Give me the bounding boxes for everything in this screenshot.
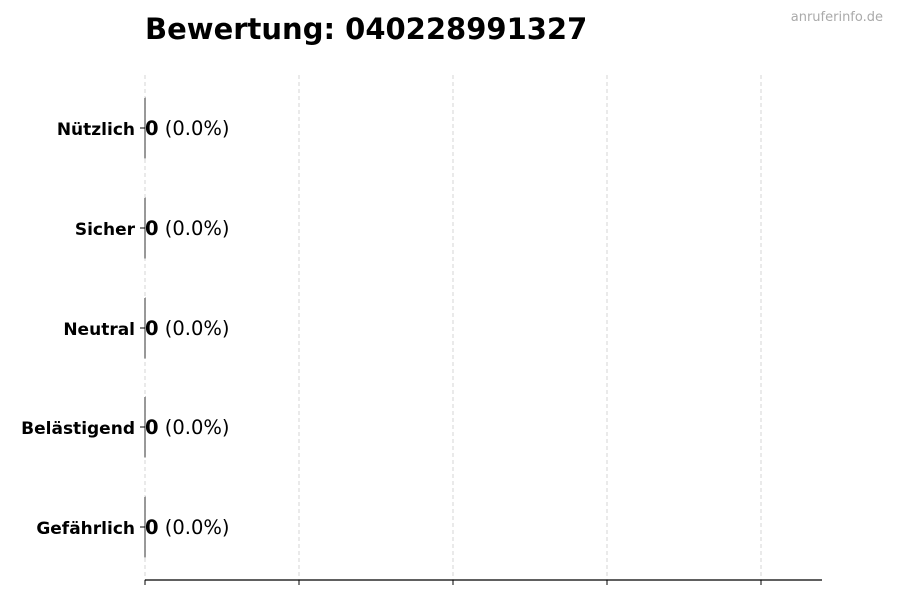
category-label: Sicher: [75, 220, 136, 240]
data-label: 0 (0.0%): [145, 117, 230, 140]
data-label: 0 (0.0%): [145, 416, 230, 439]
category-label: Belästigend: [21, 419, 135, 439]
category-label: Nützlich: [57, 120, 135, 140]
data-label: 0 (0.0%): [145, 317, 230, 340]
value-text: 0: [145, 117, 159, 140]
value-text: 0: [145, 516, 159, 539]
chart-title: Bewertung: 040228991327: [145, 12, 588, 46]
value-text: 0: [145, 317, 159, 340]
data-label: 0 (0.0%): [145, 217, 230, 240]
value-text: 0: [145, 217, 159, 240]
data-label: 0 (0.0%): [145, 516, 230, 539]
percent-text: (0.0%): [159, 317, 230, 340]
percent-text: (0.0%): [159, 516, 230, 539]
category-label: Neutral: [63, 320, 135, 340]
percent-text: (0.0%): [159, 117, 230, 140]
percent-text: (0.0%): [159, 217, 230, 240]
percent-text: (0.0%): [159, 416, 230, 439]
watermark: anruferinfo.de: [790, 10, 883, 25]
value-text: 0: [145, 416, 159, 439]
category-label: Gefährlich: [36, 519, 135, 539]
